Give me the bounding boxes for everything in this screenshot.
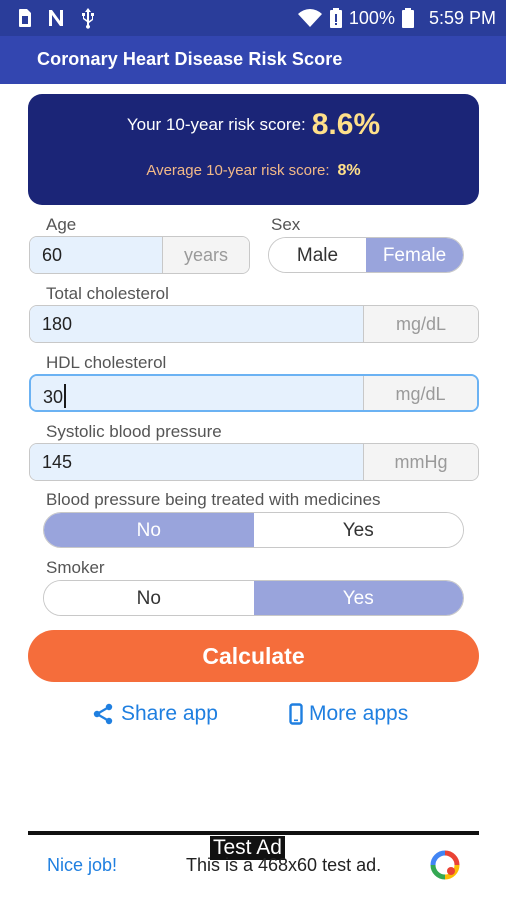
bp-treated-label: Blood pressure being treated with medici… (46, 490, 381, 509)
systolic-field: 145 mmHg (29, 443, 479, 481)
calculate-button[interactable]: Calculate (28, 630, 479, 682)
sex-label: Sex (271, 215, 301, 234)
systolic-input[interactable]: 145 (30, 444, 364, 480)
battery-alert-icon (329, 8, 342, 28)
status-bar: 100% 5:59 PM (0, 0, 506, 36)
app-bar: Coronary Heart Disease Risk Score (0, 36, 506, 84)
hdl-input-value: 30 (43, 387, 64, 407)
hdl-unit: mg/dL (364, 376, 477, 410)
sim-card-icon (19, 9, 31, 27)
smoker-option-no[interactable]: No (44, 581, 254, 615)
total-cholesterol-field: 180 mg/dL (29, 305, 479, 343)
n-app-icon (49, 10, 63, 26)
total-cholesterol-label: Total cholesterol (46, 284, 169, 303)
ad-text: This is a 468x60 test ad. (186, 855, 382, 875)
share-icon (93, 703, 113, 725)
share-app-link[interactable]: Share app (91, 702, 218, 726)
risk-score-label: Your 10-year risk score: (126, 115, 306, 134)
smoker-toggle: No Yes (43, 580, 464, 616)
wifi-icon (297, 9, 322, 27)
more-apps-link[interactable]: More apps (289, 702, 408, 726)
ad-tag: Test Ad (210, 836, 285, 860)
phone-icon (289, 703, 303, 725)
result-card: Your 10-year risk score: 8.6% Average 10-… (28, 94, 479, 205)
age-label: Age (46, 215, 77, 234)
smoker-label: Smoker (46, 558, 105, 577)
bp-treated-option-no[interactable]: No (44, 513, 254, 547)
smoker-option-yes[interactable]: Yes (253, 581, 463, 615)
battery-percent: 100% (348, 7, 395, 28)
total-cholesterol-input[interactable]: 180 (30, 306, 364, 342)
average-score-label: Average 10-year risk score: (146, 162, 330, 179)
hdl-label: HDL cholesterol (46, 353, 167, 372)
battery-icon (401, 8, 414, 28)
age-field: 60 years (29, 236, 250, 274)
usb-icon (82, 8, 94, 29)
sex-toggle: Male Female (268, 237, 464, 273)
total-cholesterol-unit: mg/dL (364, 306, 478, 342)
bp-treated-option-yes[interactable]: Yes (253, 513, 463, 547)
sex-option-female[interactable]: Female (366, 238, 463, 272)
hdl-field: 30 mg/dL (29, 374, 479, 412)
more-apps-label: More apps (309, 702, 409, 725)
ad-headline[interactable]: Nice job! (47, 855, 118, 875)
hdl-input[interactable]: 30 (31, 376, 364, 410)
clock: 5:59 PM (428, 7, 496, 28)
bp-treated-toggle: No Yes (43, 512, 464, 548)
average-score-line: Average 10-year risk score: 8% (28, 162, 479, 180)
systolic-unit: mmHg (364, 444, 478, 480)
risk-score-line: Your 10-year risk score: 8.6% (28, 108, 479, 142)
average-score-value: 8% (337, 162, 361, 179)
age-input[interactable]: 60 (30, 237, 163, 273)
share-app-label: Share app (121, 702, 218, 725)
text-caret (64, 384, 67, 408)
ad-logo-icon (430, 850, 460, 880)
systolic-label: Systolic blood pressure (46, 422, 222, 441)
risk-score-value: 8.6% (311, 108, 381, 141)
sex-option-male[interactable]: Male (269, 238, 366, 272)
app-title: Coronary Heart Disease Risk Score (37, 49, 343, 69)
age-unit: years (163, 237, 249, 273)
